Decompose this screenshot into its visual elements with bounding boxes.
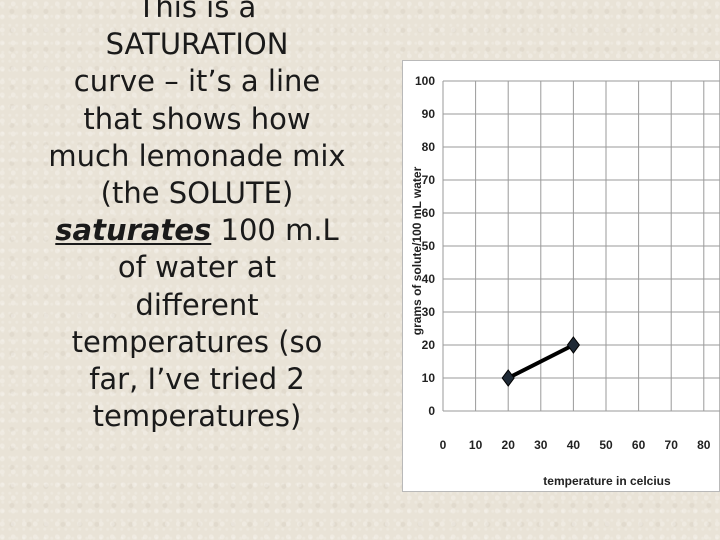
text-line: that shows how [83, 101, 311, 136]
y-axis-title: grams of solute/100 mL water [410, 166, 424, 335]
x-tick-label: 0 [440, 438, 447, 452]
text-line: SATURATION [105, 27, 289, 62]
data-point-marker [501, 369, 515, 387]
text-line: This is a [137, 0, 257, 24]
y-tick-label: 50 [422, 239, 436, 253]
y-tick-label: 30 [422, 305, 436, 319]
y-tick-label: 60 [422, 206, 436, 220]
series-line [507, 343, 575, 380]
y-tick-label: 40 [422, 272, 436, 286]
y-tick-labels: 0 10 20 30 40 50 60 70 80 90 100 [415, 74, 435, 418]
saturates-emphasis: saturates [55, 213, 212, 248]
x-tick-label: 70 [665, 438, 679, 452]
data-point-marker [566, 336, 581, 354]
text-line-saturates: saturates 100 m.L [22, 212, 372, 249]
text-line: different [135, 287, 259, 322]
y-tick-label: 90 [422, 107, 436, 121]
slide-text-block: This is a SATURATION curve – it’s a line… [22, 0, 372, 435]
text-line: (the SOLUTE) [100, 176, 294, 211]
x-tick-label: 40 [567, 438, 581, 452]
saturation-chart: 0 10 20 30 40 50 60 70 80 90 100 0 10 20 30 40 50 60 70 80… [402, 60, 720, 492]
text-line: of water at [117, 250, 277, 285]
y-tick-label: 70 [422, 173, 436, 187]
x-tick-label: 80 [697, 438, 711, 452]
text-line: much lemonade mix [48, 138, 346, 173]
y-tick-label: 100 [415, 74, 435, 88]
x-tick-label: 20 [502, 438, 516, 452]
text-line: far, I’ve tried 2 [89, 362, 305, 397]
y-tick-label: 10 [422, 371, 436, 385]
text-line: temperatures (so [71, 324, 323, 359]
text-line: curve – it’s a line [73, 64, 321, 99]
saturates-rest: 100 m.L [211, 213, 339, 248]
text-line: temperatures) [92, 399, 302, 434]
x-axis-title: temperature in celcius [543, 474, 671, 488]
series-layer [501, 336, 581, 387]
chart-svg: 0 10 20 30 40 50 60 70 80 90 100 0 10 20 30 40 50 60 70 80… [410, 74, 720, 488]
y-tick-label: 80 [422, 140, 436, 154]
x-tick-labels: 0 10 20 30 40 50 60 70 80 [440, 438, 711, 452]
x-tick-label: 60 [632, 438, 646, 452]
x-tick-label: 10 [469, 438, 483, 452]
grid-layer [442, 80, 720, 412]
x-tick-label: 50 [599, 438, 613, 452]
x-tick-label: 30 [534, 438, 548, 452]
y-tick-label: 20 [422, 338, 436, 352]
y-tick-label: 0 [428, 404, 435, 418]
